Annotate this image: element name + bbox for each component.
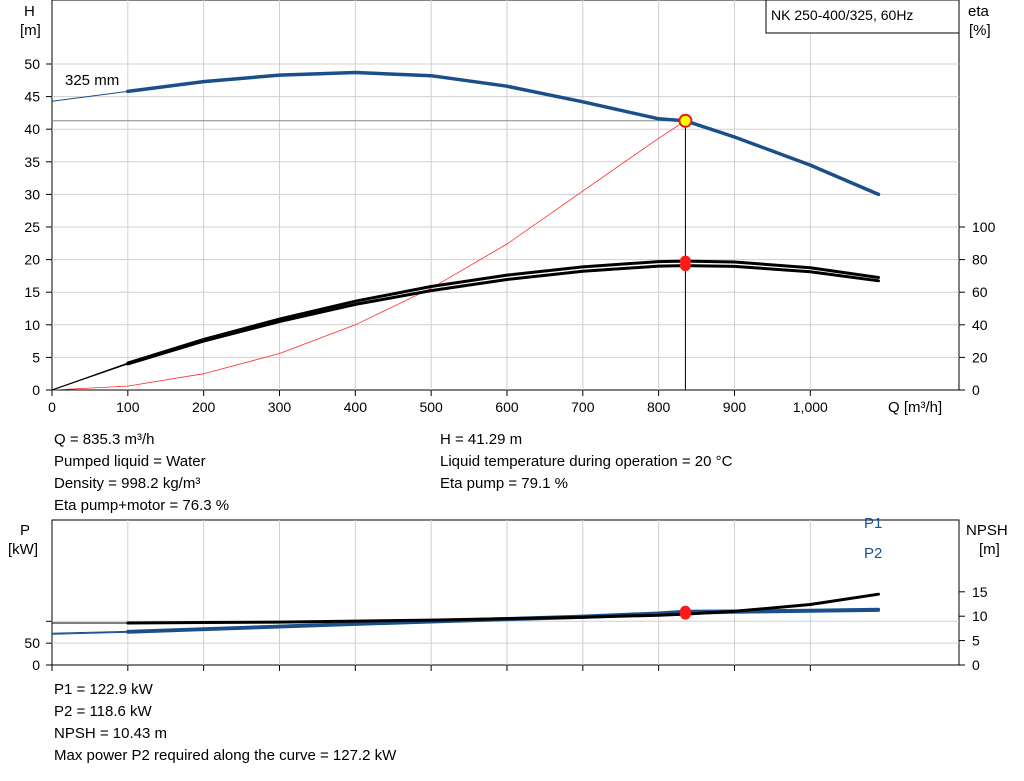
y-left-tick-label: 50	[24, 56, 40, 72]
y-right-label-line2: [%]	[969, 22, 991, 39]
x-tick-label: 100	[116, 399, 140, 415]
x-tick-label: 700	[571, 399, 595, 415]
system-curve	[51, 120, 686, 391]
y-right-tick-label: 80	[972, 252, 988, 268]
operating-point-marker	[678, 113, 693, 128]
x-tick-label: 0	[48, 399, 56, 415]
info-p2: P2 = 118.6 kW	[54, 703, 152, 720]
y-right-tick-label: 20	[972, 349, 988, 365]
info-eta-pump-motor: Eta pump+motor = 76.3 %	[54, 497, 230, 514]
eta-pump-motor-curve	[126, 264, 880, 366]
head-curve-325mm	[126, 70, 881, 197]
info-liquid-temperature: Liquid temperature during operation = 20…	[440, 453, 733, 470]
y-left-label-line1: H	[24, 3, 35, 20]
power-info: P1 = 122.9 kW P2 = 118.6 kW NPSH = 10.43…	[54, 679, 396, 767]
y-left-tick-label: 0	[32, 657, 40, 673]
x-tick-label: 900	[723, 399, 747, 415]
y-left-tick-label: 5	[32, 349, 40, 365]
y-right-label-line1: eta	[968, 3, 990, 20]
x-tick-label: 200	[192, 399, 216, 415]
bottom-grid	[52, 520, 959, 665]
y-left-tick-label: 45	[24, 89, 40, 105]
head-curve-325mm-extension	[51, 90, 128, 102]
info-q: Q = 835.3 m³/h	[54, 431, 155, 448]
p-label-line1: P	[20, 522, 30, 539]
y-left-tick-label: 50	[24, 635, 40, 651]
y-right-tick-label: 40	[972, 317, 988, 333]
bottom-ticks: 0 50 0 5 10 15	[24, 584, 987, 673]
x-tick-label: 400	[344, 399, 368, 415]
y-left-label-line2: [m]	[20, 22, 41, 39]
y-right-tick-label: 0	[972, 657, 980, 673]
y-right-tick-label: 60	[972, 284, 988, 300]
plot-frame	[51, 0, 960, 391]
npsh-label-line2: [m]	[979, 541, 1000, 558]
npsh-label-line1: NPSH	[966, 522, 1008, 539]
y-left-tick-label: 0	[32, 382, 40, 398]
p2-curve-extension	[51, 631, 128, 635]
info-npsh: NPSH = 10.43 m	[54, 725, 167, 742]
bottom-series	[51, 592, 880, 635]
top-series	[51, 70, 881, 391]
info-p1: P1 = 122.9 kW	[54, 681, 153, 698]
info-h: H = 41.29 m	[440, 431, 523, 448]
y-left-tick-label: 20	[24, 252, 40, 268]
eta-pump-curve	[126, 259, 880, 365]
x-tick-label: 500	[419, 399, 443, 415]
plot-frame-bottom	[51, 519, 960, 666]
x-tick-label: 800	[647, 399, 671, 415]
x-tick-label: 600	[495, 399, 519, 415]
eta-pump-motor-curve-extension	[51, 363, 128, 391]
y-right-tick-label: 100	[972, 219, 996, 235]
legend-p1: P1	[864, 515, 882, 532]
y-left-tick-label: 30	[24, 186, 40, 202]
npsh-curve	[126, 592, 880, 625]
y-left-tick-label: 25	[24, 219, 40, 235]
y-right-tick-label: 15	[972, 584, 988, 600]
chart-title: NK 250-400/325, 60Hz	[771, 7, 913, 23]
operating-info-right: H = 41.29 m Liquid temperature during op…	[440, 429, 732, 495]
top-grid	[52, 0, 959, 390]
operating-point-npsh	[679, 608, 691, 620]
y-right-tick-label: 5	[972, 633, 980, 649]
p-label-line2: [kW]	[8, 541, 38, 558]
y-left-tick-label: 35	[24, 154, 40, 170]
info-eta-pump: Eta pump = 79.1 %	[440, 475, 568, 492]
x-axis-label: Q [m³/h]	[888, 399, 942, 416]
power-npsh-chart: 0 50 0 5 10 15 P [kW] NPSH [m] P1 P2	[8, 515, 1008, 673]
operating-info-left: Q = 835.3 m³/h Pumped liquid = Water Den…	[54, 429, 229, 517]
info-density: Density = 998.2 kg/m³	[54, 475, 201, 492]
y-left-tick-label: 40	[24, 121, 40, 137]
y-left-tick-label: 15	[24, 284, 40, 300]
info-pumped-liquid: Pumped liquid = Water	[54, 453, 206, 470]
p1-curve-extension	[51, 630, 128, 634]
eta-pump-motor-point	[679, 260, 691, 272]
x-tick-label: 1,000	[793, 399, 828, 415]
top-ticks: 0 100 200 300 400 500 600 700 800 900 1,0000510152…	[24, 56, 995, 415]
y-left-tick-label: 10	[24, 317, 40, 333]
title-box	[765, 0, 960, 34]
curve-annotation-325mm: 325 mm	[65, 72, 119, 89]
y-right-tick-label: 0	[972, 382, 980, 398]
head-efficiency-chart: 0 100 200 300 400 500 600 700 800 900 1,0000510152…	[20, 0, 996, 416]
info-max-power: Max power P2 required along the curve = …	[54, 747, 397, 764]
y-right-tick-label: 10	[972, 608, 988, 624]
legend-p2: P2	[864, 545, 882, 562]
x-tick-label: 300	[268, 399, 292, 415]
